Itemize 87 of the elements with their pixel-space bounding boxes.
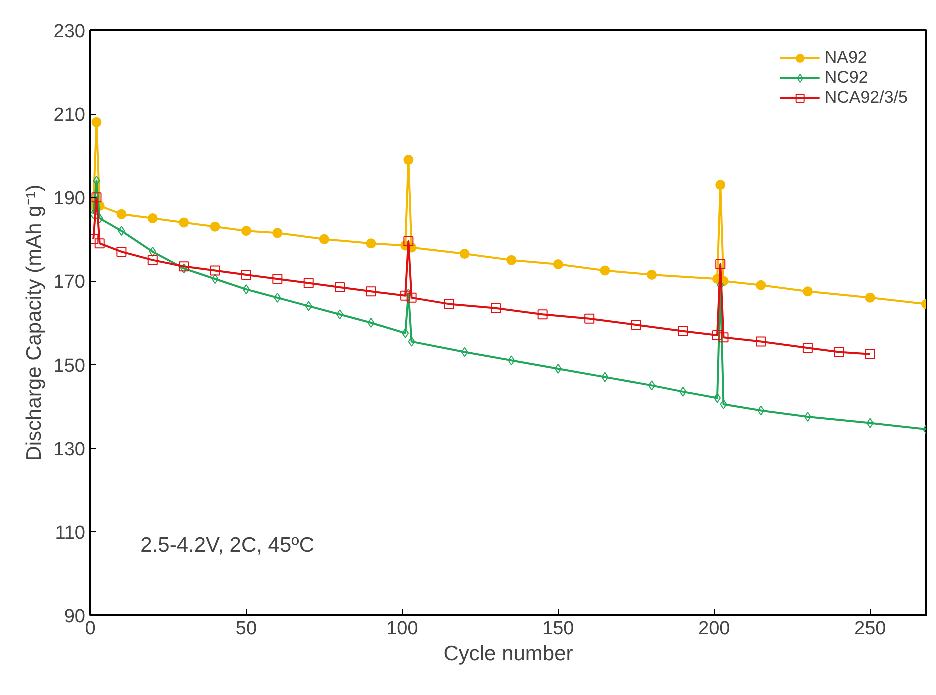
y-tick-label: 90 [64,606,86,628]
point [319,234,330,244]
point [148,214,158,224]
point [631,320,642,330]
point [118,226,126,236]
point [712,330,722,341]
x-tick-label: 250 [854,618,886,640]
point [553,260,564,270]
x-tick-label: 200 [698,618,730,640]
point [93,176,100,186]
x-tick-label: 50 [236,618,258,640]
point [756,280,766,290]
point [305,301,312,312]
y-tick-label: 190 [54,188,86,210]
point [506,255,517,266]
point [179,218,190,228]
point [400,290,411,301]
point [116,209,127,220]
point [646,270,657,280]
point [648,380,656,391]
y-axis-title: Discharge Capacity (mAh g⁻¹) [22,184,46,462]
y-tick-label: 110 [55,522,86,544]
point [94,238,105,249]
point [149,246,156,257]
point [210,222,220,232]
point [304,278,314,288]
point [408,336,416,347]
y-tick-label: 210 [54,105,86,126]
legend-label: NC92 [824,68,868,88]
point [272,274,283,284]
legend-label: NA92 [824,48,868,68]
point [834,347,844,358]
point [865,349,876,360]
point [600,266,610,276]
point [802,343,813,354]
x-tick-label: 100 [386,618,418,640]
point [366,238,376,249]
point [461,347,468,358]
point [758,406,765,416]
point [678,326,688,336]
annotation: 2.5-4.2V, 2C, 45ºC [140,534,315,557]
point [210,266,220,276]
point [538,310,548,320]
point [148,255,158,266]
point [274,292,282,303]
point [865,292,876,303]
point [508,356,516,366]
point [335,282,346,292]
point [584,314,595,324]
point [756,336,766,347]
point [242,284,250,295]
point [602,372,609,382]
x-tick-label: 150 [542,618,574,640]
point [866,418,874,428]
point [491,303,502,314]
point [444,299,454,310]
point [720,399,728,410]
point [716,180,726,190]
point [680,386,687,397]
x-axis-title: Cycle number [444,642,574,666]
point [716,260,726,270]
point [804,412,812,422]
point [212,274,219,284]
legend-label: NCA92/3/5 [824,88,908,108]
point [406,292,417,303]
point [96,214,104,224]
point [92,192,102,203]
y-tick-label: 170 [54,272,86,294]
point [554,364,562,374]
point [802,286,813,297]
point [241,270,252,280]
point [402,328,410,338]
point [336,310,344,320]
point [368,318,375,328]
point [404,155,414,166]
y-tick-label: 130 [54,439,86,460]
point [116,246,127,257]
point [92,117,102,128]
point [241,226,252,236]
point [718,332,729,343]
y-tick-label: 230 [54,22,86,42]
point [366,286,376,297]
point [272,228,283,238]
x-tick-label: 0 [85,618,96,640]
y-tick-label: 150 [54,356,86,377]
point [404,236,414,247]
point [460,249,470,260]
